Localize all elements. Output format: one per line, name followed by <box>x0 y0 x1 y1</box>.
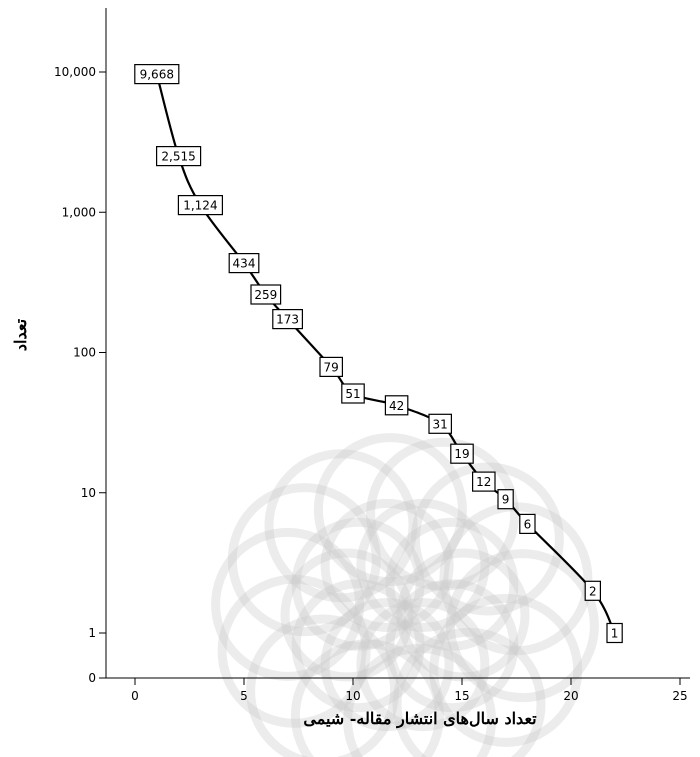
watermark-petal <box>343 643 497 757</box>
data-label-box <box>250 284 282 305</box>
watermark-petal <box>217 574 371 728</box>
watermark-petal <box>410 462 564 616</box>
watermark-petal <box>396 548 530 682</box>
y-tick-label: 0 <box>88 671 96 685</box>
data-label: 12 <box>476 475 491 489</box>
data-point: 9 <box>497 489 514 510</box>
data-point: 51 <box>341 383 365 404</box>
y-tick-label: 100 <box>73 346 96 360</box>
data-point: 259 <box>250 284 282 305</box>
x-tick-label: 15 <box>454 689 469 703</box>
x-tick-label: 0 <box>131 689 139 703</box>
data-point: 1 <box>606 622 623 644</box>
watermark-petal <box>320 598 454 732</box>
data-label-box <box>228 253 260 274</box>
data-label: 2 <box>589 584 597 598</box>
y-tick-label: 10 <box>81 486 96 500</box>
data-label: 79 <box>324 360 339 374</box>
data-point: 19 <box>450 443 474 464</box>
data-point: 434 <box>228 253 260 274</box>
series-line-layer <box>155 73 616 634</box>
y-tick-label: 10,000 <box>54 65 96 79</box>
y-axis-title: تعداد <box>11 318 30 351</box>
data-point: 1,124 <box>177 195 223 216</box>
x-tick-label: 5 <box>240 689 248 703</box>
data-label-box <box>519 513 536 535</box>
data-label-box <box>319 356 343 377</box>
watermark-petal <box>211 527 365 681</box>
axes: 0 1 10 100 1,000 10,000 0 5 10 15 20 25 <box>54 8 690 703</box>
watermark-petal <box>291 579 425 713</box>
watermark-petal <box>280 548 414 682</box>
watermark-petal <box>356 598 490 732</box>
x-tick-label: 20 <box>563 689 578 703</box>
data-label: 2,515 <box>161 150 195 164</box>
watermark-petal <box>392 627 546 757</box>
data-label: 51 <box>345 387 360 401</box>
watermark-petal <box>385 579 519 713</box>
watermark-petal <box>439 502 593 656</box>
data-point: 2 <box>584 580 602 601</box>
y-tick-label: 1,000 <box>62 205 96 219</box>
watermark-petal <box>227 483 381 637</box>
x-tick-label: 25 <box>672 689 687 703</box>
watermark-petal <box>313 433 467 587</box>
data-label-box <box>384 395 409 416</box>
data-label-box <box>472 471 496 492</box>
series-line <box>155 73 616 634</box>
data-label-box <box>606 622 623 644</box>
data-label-box <box>497 489 514 510</box>
data-label: 6 <box>524 517 532 531</box>
data-label-box <box>584 580 602 601</box>
data-point: 9,668 <box>134 63 180 85</box>
data-label-box <box>177 195 223 216</box>
data-point: 173 <box>272 309 303 330</box>
data-labels-layer: 9,668 2,515 1,124 434 259 173 79 51 42 31 19 12 96 2 1 <box>134 63 623 644</box>
data-label: 173 <box>276 313 299 327</box>
data-point: 12 <box>472 471 496 492</box>
data-label-box <box>156 146 202 167</box>
data-label-box <box>134 63 180 85</box>
watermark-petal <box>290 639 444 757</box>
data-label: 434 <box>233 257 256 271</box>
data-label-box <box>450 443 474 464</box>
data-point: 6 <box>519 513 536 535</box>
watermark-petal <box>385 517 519 651</box>
watermark-petal <box>264 449 418 603</box>
watermark-petal <box>445 549 599 703</box>
data-point: 42 <box>384 395 409 416</box>
watermark-petal <box>429 593 583 747</box>
watermark-petal <box>291 517 425 651</box>
data-point: 79 <box>319 356 343 377</box>
data-label: 42 <box>389 399 404 413</box>
watermark-logo <box>211 433 599 757</box>
data-label-box <box>341 383 365 404</box>
x-tick-label: 10 <box>345 689 360 703</box>
data-point: 2,515 <box>156 146 202 167</box>
watermark-petal <box>366 437 520 591</box>
data-label-box <box>272 309 303 330</box>
data-point: 31 <box>428 413 452 434</box>
data-label: 259 <box>254 288 277 302</box>
data-label: 9 <box>502 493 510 507</box>
data-label: 1,124 <box>183 199 217 213</box>
data-label: 31 <box>433 417 448 431</box>
data-label: 9,668 <box>140 68 174 82</box>
watermark-petal <box>356 498 490 632</box>
x-axis-title: تعداد سال‌های انتشار مقاله- شیمی <box>303 709 537 729</box>
data-label: 19 <box>454 447 469 461</box>
data-label: 1 <box>611 627 619 641</box>
y-tick-label: 1 <box>88 626 96 640</box>
data-label-box <box>428 413 452 434</box>
watermark-petal <box>246 614 400 757</box>
watermark-petal <box>320 498 454 632</box>
